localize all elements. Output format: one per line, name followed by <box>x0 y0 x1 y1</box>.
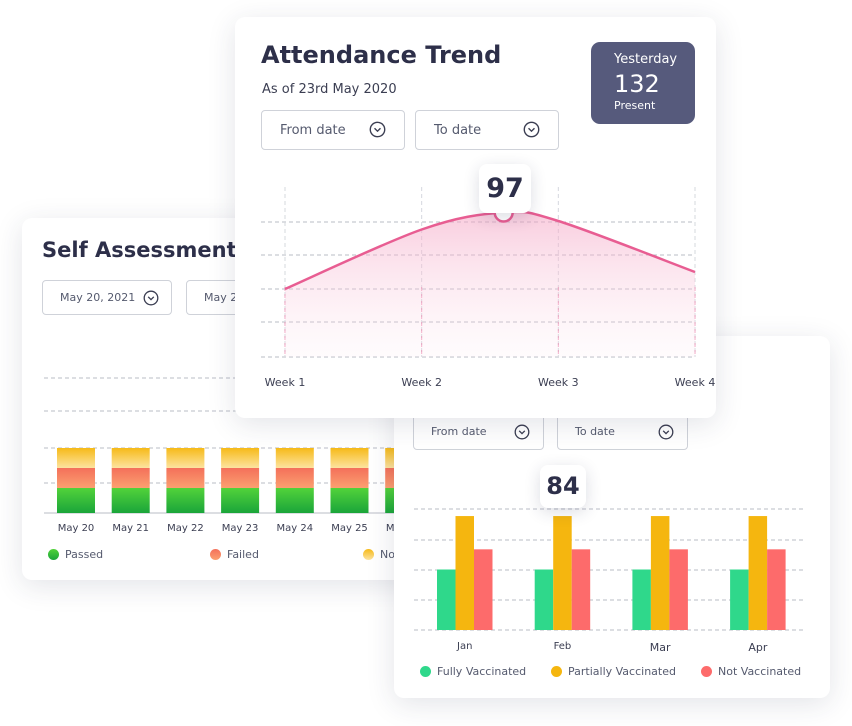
bar-partially-vaccinated[interactable] <box>553 516 572 630</box>
attendance-from-date[interactable]: From date <box>261 110 405 150</box>
from-date-label: From date <box>280 122 346 138</box>
bar-fully-vaccinated[interactable] <box>632 569 651 631</box>
bar-passed[interactable] <box>57 488 95 513</box>
x-tick-label: Jan <box>457 641 473 652</box>
bar-partially-vaccinated[interactable] <box>748 516 768 630</box>
partially-vaccinated-dot <box>551 666 562 677</box>
bar-passed[interactable] <box>330 488 369 513</box>
attendance-card: Attendance Trend As of 23rd May 2020 Yes… <box>235 17 716 418</box>
to-date-label: To date <box>434 122 482 138</box>
legend-passed-label: Passed <box>65 548 104 561</box>
legend-failed: Failed <box>210 548 259 561</box>
bar-failed[interactable] <box>330 468 369 488</box>
attendance-subtitle: As of 23rd May 2020 <box>262 82 397 97</box>
legend-passed: Passed <box>48 548 103 561</box>
bar-not-vaccinated[interactable] <box>474 549 493 630</box>
legend-not-label: Not Vaccinated <box>718 665 802 678</box>
legend-not-vaccinated: Not Vaccinated <box>701 665 801 678</box>
bar-passed[interactable] <box>166 488 205 513</box>
x-tick-label: Mar <box>649 641 671 654</box>
chevron-down-icon <box>658 424 674 440</box>
bar-passed[interactable] <box>111 488 150 513</box>
bar-not-attempted[interactable] <box>166 448 205 468</box>
bar-not-attempted[interactable] <box>330 448 369 468</box>
x-tick-label: May 25 <box>331 523 368 534</box>
bar-not-vaccinated[interactable] <box>767 549 786 630</box>
legend-not-attempted-label: No <box>380 548 395 561</box>
vaccination-tooltip-value: 84 <box>546 472 580 500</box>
vaccination-tooltip: 84 <box>540 465 586 508</box>
bar-fully-vaccinated[interactable] <box>437 569 456 631</box>
to-date-label: To date <box>575 425 615 438</box>
attendance-title: Attendance Trend <box>261 41 502 69</box>
bar-not-attempted[interactable] <box>221 448 260 468</box>
x-tick-label: May 24 <box>276 523 314 534</box>
passed-dot <box>48 549 59 560</box>
attendance-tooltip: 97 <box>479 164 531 213</box>
bar-not-attempted[interactable] <box>275 448 314 468</box>
vaccination-from-date[interactable]: From date <box>413 413 544 450</box>
from-date-label: From date <box>431 425 487 438</box>
x-tick-label: May 22 <box>167 523 204 534</box>
badge-caption: Present <box>614 99 656 112</box>
legend-partially-label: Partially Vaccinated <box>568 665 676 678</box>
bar-not-vaccinated[interactable] <box>571 549 591 630</box>
not-attempted-dot <box>363 549 374 560</box>
failed-dot <box>210 549 221 560</box>
yesterday-badge: Yesterday 132 Present <box>591 42 695 124</box>
bar-not-attempted[interactable] <box>57 448 95 468</box>
bar-fully-vaccinated[interactable] <box>534 569 554 631</box>
x-tick-label: Feb <box>553 641 572 652</box>
legend-failed-label: Failed <box>227 548 259 561</box>
x-tick-label: May 23 <box>221 523 259 534</box>
bar-failed[interactable] <box>221 468 260 488</box>
x-tick-label: Apr <box>748 641 768 654</box>
fully-vaccinated-dot <box>420 666 431 677</box>
bar-failed[interactable] <box>111 468 150 488</box>
badge-value: 132 <box>614 70 660 98</box>
chevron-down-icon <box>369 121 386 138</box>
bar-failed[interactable] <box>166 468 205 488</box>
bar-not-attempted[interactable] <box>111 448 150 468</box>
legend-fully-label: Fully Vaccinated <box>437 665 527 678</box>
bar-not-vaccinated[interactable] <box>669 549 688 630</box>
attendance-area <box>285 211 695 357</box>
chevron-down-icon <box>523 121 540 138</box>
legend-not-attempted: No <box>363 548 395 561</box>
x-tick-label: Week 4 <box>674 376 716 389</box>
from-date-value: May 20, 2021 <box>60 291 136 304</box>
x-tick-label: Week 2 <box>401 376 442 389</box>
bar-partially-vaccinated[interactable] <box>455 516 475 630</box>
bar-fully-vaccinated[interactable] <box>730 569 749 631</box>
legend-partially-vaccinated: Partially Vaccinated <box>551 665 676 678</box>
badge-label: Yesterday <box>614 52 678 67</box>
self-assessment-title: Self Assessment <box>42 238 237 262</box>
x-tick-label: May 21 <box>112 523 149 534</box>
to-date-value: May 2 <box>204 291 238 304</box>
chevron-down-icon <box>143 290 159 306</box>
x-tick-label: Week 1 <box>264 376 306 389</box>
bar-passed[interactable] <box>221 488 260 513</box>
x-tick-label: Week 3 <box>538 376 579 389</box>
bar-partially-vaccinated[interactable] <box>650 516 670 630</box>
self-assessment-from-date[interactable]: May 20, 2021 <box>42 280 172 315</box>
bar-failed[interactable] <box>275 468 314 488</box>
bar-failed[interactable] <box>57 468 95 488</box>
not-vaccinated-dot <box>701 666 712 677</box>
attendance-to-date[interactable]: To date <box>415 110 559 150</box>
bar-passed[interactable] <box>275 488 314 513</box>
self-assessment-chart <box>44 377 424 514</box>
legend-fully-vaccinated: Fully Vaccinated <box>420 665 526 678</box>
x-tick-label: May 20 <box>57 523 95 534</box>
attendance-chart <box>261 187 696 358</box>
chevron-down-icon <box>514 424 530 440</box>
attendance-tooltip-value: 97 <box>486 173 524 204</box>
vaccination-to-date[interactable]: To date <box>557 413 688 450</box>
vaccination-chart <box>414 508 804 631</box>
